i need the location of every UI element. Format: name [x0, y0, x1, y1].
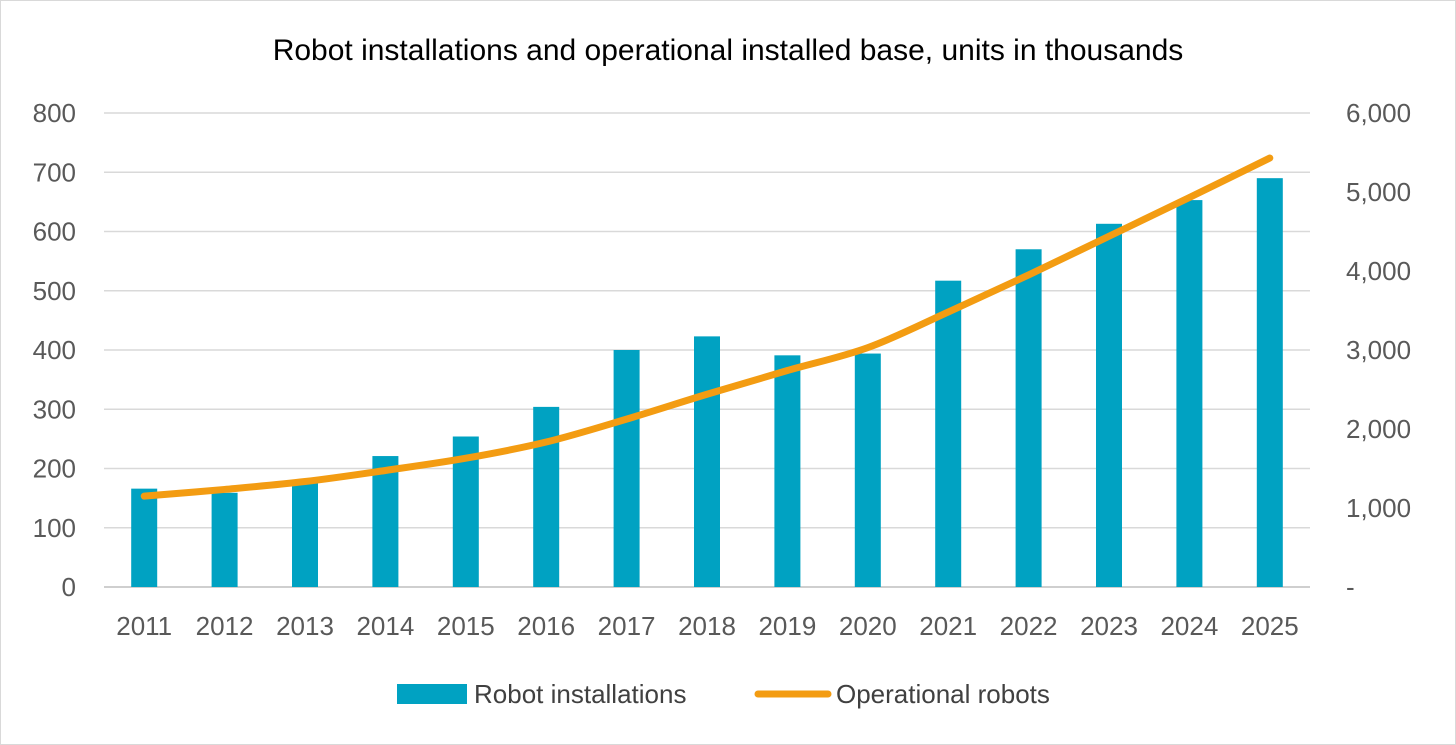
- bar-2024: [1176, 200, 1203, 587]
- bar-2016: [533, 406, 560, 587]
- right-tick-label: 2,000: [1346, 414, 1411, 444]
- operational-robots-line: [140, 154, 1274, 500]
- right-tick-label: 6,000: [1346, 98, 1411, 128]
- bar-2019: [774, 355, 801, 587]
- x-tick-label: 2012: [196, 611, 254, 641]
- left-tick-label: 700: [33, 157, 76, 187]
- x-tick-label: 2013: [276, 611, 334, 641]
- left-tick-label: 0: [62, 572, 76, 602]
- x-axis-ticks: 2011 2012 2013 2014 2015 2016 2017 2018 2019 2020…: [116, 611, 1298, 641]
- x-tick-label: 2023: [1080, 611, 1138, 641]
- legend-swatch-robot-installations: [397, 684, 467, 704]
- left-axis-ticks: 0 100 200 300 400 500 600 700 800: [33, 98, 76, 602]
- bar-series: [131, 178, 1283, 588]
- x-tick-label: 2022: [1000, 611, 1058, 641]
- bar-2013: [292, 481, 318, 587]
- line-series: [140, 154, 1274, 500]
- right-tick-label: 4,000: [1346, 256, 1411, 286]
- chart-title: Robot installations and operational inst…: [273, 34, 1184, 67]
- x-tick-label: 2025: [1241, 611, 1299, 641]
- right-axis-ticks: - 1,000 2,000 3,000 4,000 5,000 6,000: [1346, 98, 1411, 602]
- bar-2012: [211, 492, 238, 587]
- x-tick-label: 2015: [437, 611, 495, 641]
- x-tick-label: 2020: [839, 611, 897, 641]
- bar-2014: [372, 456, 399, 587]
- x-tick-label: 2016: [517, 611, 575, 641]
- left-tick-label: 300: [33, 394, 76, 424]
- left-tick-label: 100: [33, 513, 76, 543]
- left-tick-label: 500: [33, 276, 76, 306]
- bar-2017: [613, 350, 640, 587]
- bar-2025: [1256, 178, 1283, 588]
- x-tick-label: 2018: [678, 611, 736, 641]
- x-tick-label: 2014: [356, 611, 414, 641]
- left-tick-label: 600: [33, 217, 76, 247]
- bar-2023: [1096, 223, 1122, 588]
- bar-2020: [854, 353, 881, 587]
- legend: Robot installations Operational robots: [397, 679, 1050, 709]
- right-tick-label: 1,000: [1346, 493, 1411, 523]
- bar-2018: [694, 336, 720, 587]
- x-tick-label: 2024: [1160, 611, 1218, 641]
- x-tick-label: 2019: [758, 611, 816, 641]
- legend-label-robot-installations: Robot installations: [474, 679, 686, 709]
- right-tick-label: 3,000: [1346, 335, 1411, 365]
- bar-2021: [935, 280, 962, 587]
- left-tick-label: 800: [33, 98, 76, 128]
- x-tick-label: 2021: [919, 611, 977, 641]
- left-tick-label: 200: [33, 454, 76, 484]
- x-tick-label: 2011: [116, 611, 172, 641]
- right-tick-label: -: [1346, 572, 1355, 602]
- legend-label-operational-robots: Operational robots: [836, 679, 1050, 709]
- bar-2011: [131, 488, 158, 587]
- x-tick-label: 2017: [598, 611, 656, 641]
- right-tick-label: 5,000: [1346, 177, 1411, 207]
- left-tick-label: 400: [33, 335, 76, 365]
- bar-2022: [1015, 249, 1042, 587]
